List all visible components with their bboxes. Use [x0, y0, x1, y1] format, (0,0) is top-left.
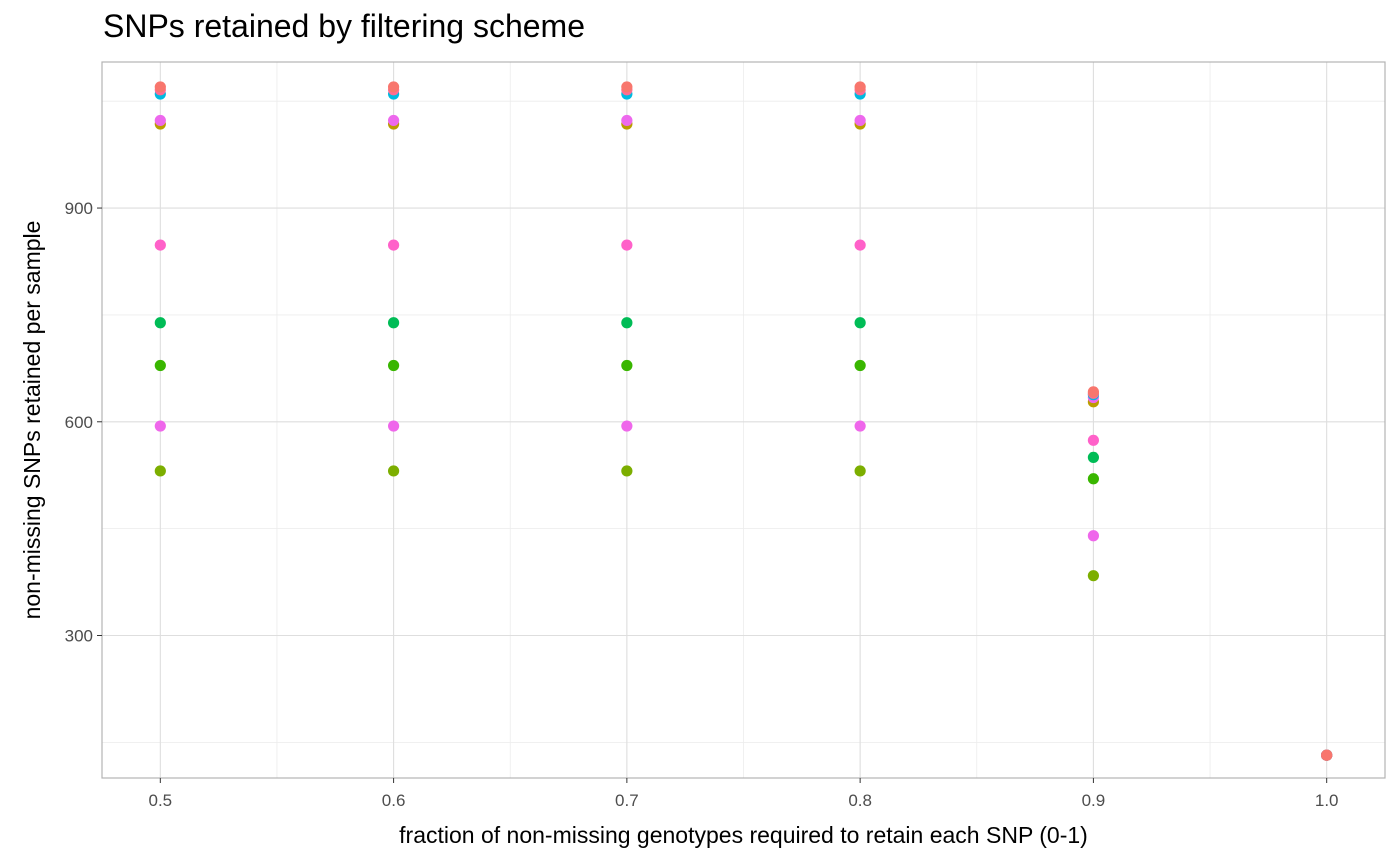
data-point	[621, 239, 633, 251]
data-point	[621, 465, 633, 477]
data-point	[387, 81, 400, 93]
y-tick-label: 900	[65, 199, 93, 218]
data-point	[854, 465, 866, 477]
data-point	[1087, 386, 1100, 398]
data-point	[854, 81, 866, 93]
x-tick-label: 0.9	[1082, 791, 1106, 810]
data-point	[1087, 530, 1100, 542]
data-point	[854, 239, 866, 251]
data-points	[154, 81, 1333, 761]
data-point	[387, 114, 400, 127]
data-point	[387, 239, 400, 251]
data-point	[154, 239, 166, 251]
chart-title: SNPs retained by filtering scheme	[103, 8, 585, 44]
x-tick-label: 0.6	[382, 791, 406, 810]
data-point	[854, 359, 866, 372]
data-point	[621, 420, 633, 432]
data-point	[1087, 570, 1100, 582]
x-tick-label: 0.5	[148, 791, 172, 810]
y-axis-title: non-missing SNPs retained per sample	[19, 221, 45, 620]
data-point	[1087, 473, 1100, 485]
data-point	[621, 317, 633, 329]
data-point	[854, 114, 866, 127]
data-point	[621, 359, 633, 372]
data-point	[154, 465, 166, 477]
data-point	[854, 420, 866, 432]
data-point	[154, 81, 166, 93]
data-point	[387, 465, 400, 477]
data-point	[154, 420, 166, 432]
minor-gridlines	[102, 62, 1385, 778]
data-point	[621, 114, 633, 127]
data-point	[154, 359, 166, 372]
x-axis-title: fraction of non-missing genotypes requir…	[399, 822, 1088, 848]
data-point	[154, 114, 166, 127]
major-gridlines	[102, 62, 1385, 778]
data-point	[387, 420, 400, 432]
y-axis-ticks: 300 600 900	[65, 199, 102, 646]
panel-border	[101, 61, 1386, 779]
y-tick-label: 600	[65, 413, 93, 432]
data-point	[387, 317, 400, 329]
data-point	[1087, 451, 1100, 464]
data-point	[854, 317, 866, 329]
data-point	[1321, 749, 1333, 761]
data-point	[154, 317, 166, 329]
data-point	[387, 359, 400, 372]
x-tick-label: 1.0	[1315, 791, 1339, 810]
x-tick-label: 0.7	[615, 791, 639, 810]
data-point	[1087, 434, 1100, 446]
x-tick-label: 0.8	[848, 791, 872, 810]
x-axis-ticks: 0.5 0.6 0.7 0.8 0.9 1.0	[148, 778, 1339, 810]
y-tick-label: 300	[65, 627, 93, 646]
data-point	[621, 81, 633, 93]
